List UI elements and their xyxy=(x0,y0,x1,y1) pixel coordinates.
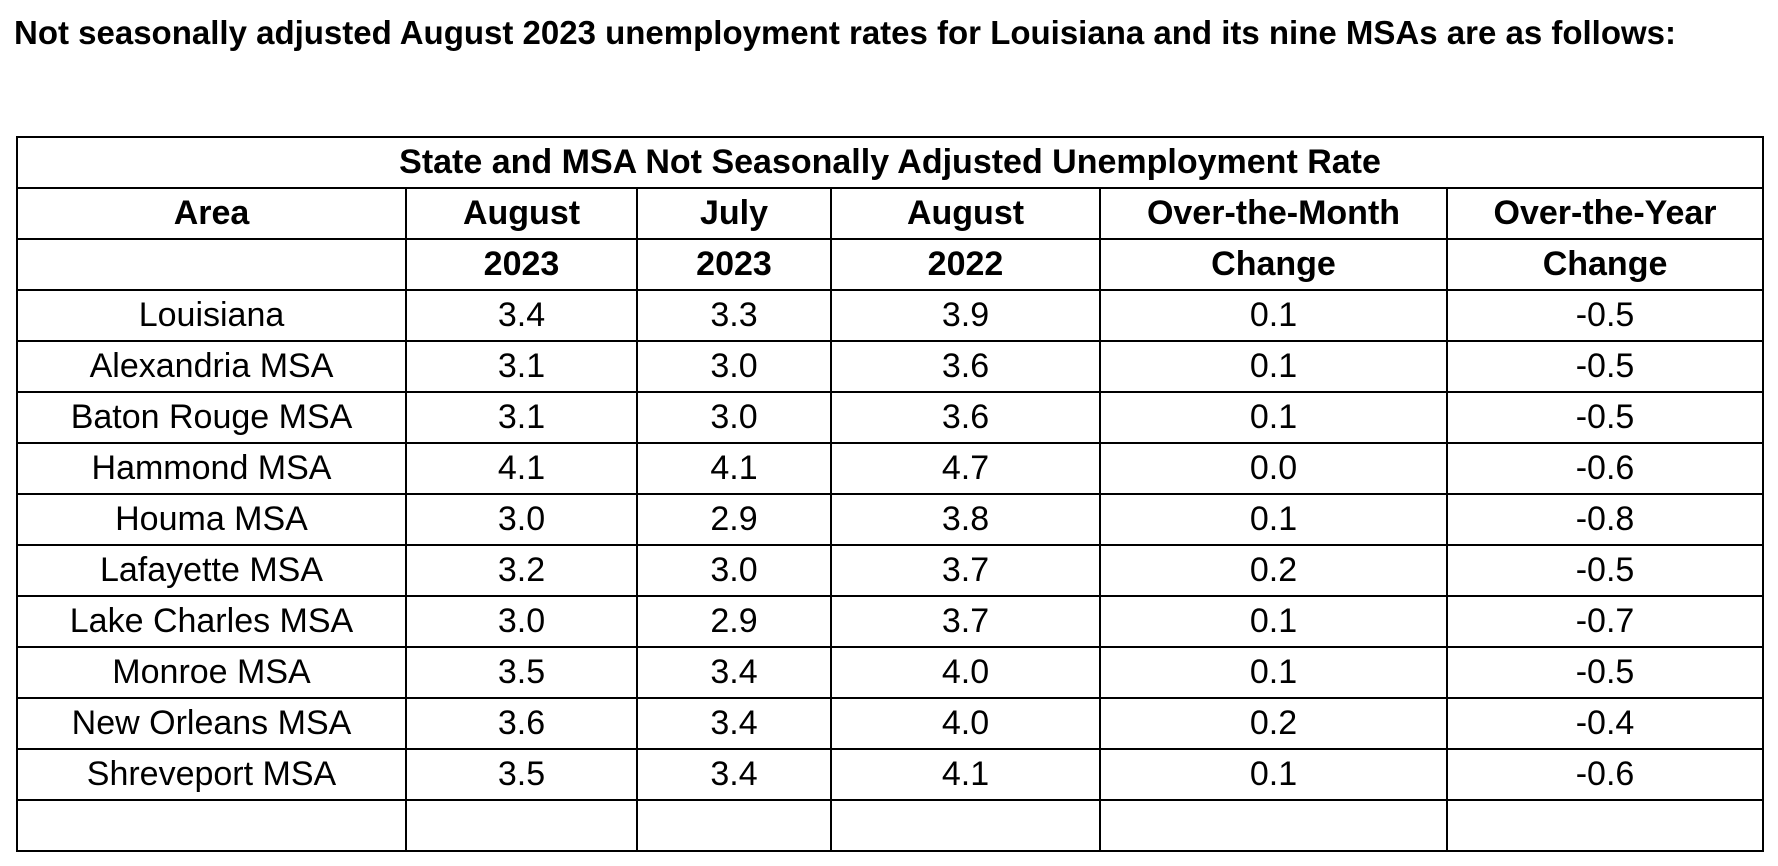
august-2022-cell: 3.7 xyxy=(830,544,1101,597)
over-the-month-cell: 0.2 xyxy=(1099,697,1448,750)
august-2022-cell xyxy=(830,799,1101,852)
august-2022-cell: 3.9 xyxy=(830,289,1101,342)
over-the-year-cell: -0.5 xyxy=(1445,646,1765,699)
over-the-month-cell: 0.1 xyxy=(1099,748,1448,801)
over-the-month-cell xyxy=(1099,799,1448,852)
column-header-august-2023: August xyxy=(405,187,638,240)
intro-paragraph: Not seasonally adjusted August 2023 unem… xyxy=(14,14,1677,51)
august-2023-cell: 3.5 xyxy=(405,646,638,699)
august-2022-cell: 4.7 xyxy=(830,442,1101,495)
over-the-month-cell: 0.1 xyxy=(1099,646,1448,699)
table-body: Louisiana 3.4 3.3 3.9 0.1 -0.5 Alexandria MSA 3… xyxy=(16,289,1765,852)
over-the-month-cell: 0.1 xyxy=(1099,340,1448,393)
table-row: Lake Charles MSA 3.0 2.9 3.7 0.1 -0.7 xyxy=(16,595,1765,648)
over-the-year-cell: -0.5 xyxy=(1445,391,1765,444)
table-row: Louisiana 3.4 3.3 3.9 0.1 -0.5 xyxy=(16,289,1765,342)
august-2022-cell: 3.8 xyxy=(830,493,1101,546)
table-row: Houma MSA 3.0 2.9 3.8 0.1 -0.8 xyxy=(16,493,1765,546)
august-2023-cell: 3.1 xyxy=(405,391,638,444)
july-2023-cell xyxy=(636,799,832,852)
august-2023-cell: 3.5 xyxy=(405,748,638,801)
over-the-year-cell xyxy=(1445,799,1765,852)
july-2023-cell: 4.1 xyxy=(636,442,832,495)
august-2023-cell: 3.6 xyxy=(405,697,638,750)
area-cell xyxy=(16,799,407,852)
over-the-month-cell: 0.1 xyxy=(1099,289,1448,342)
august-2022-cell: 4.0 xyxy=(830,646,1101,699)
july-2023-cell: 3.0 xyxy=(636,544,832,597)
area-cell: Alexandria MSA xyxy=(16,340,407,393)
july-2023-cell: 3.4 xyxy=(636,748,832,801)
august-2023-cell: 3.0 xyxy=(405,493,638,546)
over-the-year-cell: -0.5 xyxy=(1445,340,1765,393)
area-cell: Monroe MSA xyxy=(16,646,407,699)
table-title: State and MSA Not Seasonally Adjusted Un… xyxy=(15,136,1765,189)
august-2022-cell: 3.6 xyxy=(830,391,1101,444)
over-the-month-cell: 0.1 xyxy=(1099,391,1448,444)
august-2022-cell: 4.1 xyxy=(830,748,1101,801)
july-2023-cell: 2.9 xyxy=(636,493,832,546)
table-row: Monroe MSA 3.5 3.4 4.0 0.1 -0.5 xyxy=(16,646,1765,699)
over-the-month-cell: 0.1 xyxy=(1099,595,1448,648)
column-subheader-august-2022: 2022 xyxy=(830,238,1101,291)
table-title-row: State and MSA Not Seasonally Adjusted Un… xyxy=(15,136,1765,189)
table-header-row: Area August July August Over-the-Month O… xyxy=(16,187,1765,240)
table-row: New Orleans MSA 3.6 3.4 4.0 0.2 -0.4 xyxy=(16,697,1765,750)
august-2023-cell: 3.4 xyxy=(405,289,638,342)
area-cell: Hammond MSA xyxy=(16,442,407,495)
over-the-year-cell: -0.6 xyxy=(1445,442,1765,495)
column-header-over-the-month: Over-the-Month xyxy=(1099,187,1448,240)
august-2023-cell: 3.0 xyxy=(405,595,638,648)
column-subheader-area xyxy=(16,238,407,291)
column-subheader-over-the-year: Change xyxy=(1445,238,1765,291)
table-row: Baton Rouge MSA 3.1 3.0 3.6 0.1 -0.5 xyxy=(16,391,1765,444)
area-cell: Shreveport MSA xyxy=(16,748,407,801)
table-header-row: 2023 2023 2022 Change Change xyxy=(16,238,1765,291)
august-2022-cell: 3.7 xyxy=(830,595,1101,648)
table-row: Hammond MSA 4.1 4.1 4.7 0.0 -0.6 xyxy=(16,442,1765,495)
august-2023-cell: 4.1 xyxy=(405,442,638,495)
column-header-area: Area xyxy=(16,187,407,240)
august-2023-cell: 3.1 xyxy=(405,340,638,393)
column-header-july-2023: July xyxy=(636,187,832,240)
column-header-august-2022: August xyxy=(830,187,1101,240)
area-cell: Louisiana xyxy=(16,289,407,342)
column-subheader-over-the-month: Change xyxy=(1099,238,1448,291)
over-the-year-cell: -0.6 xyxy=(1445,748,1765,801)
area-cell: Baton Rouge MSA xyxy=(16,391,407,444)
unemployment-rate-table: State and MSA Not Seasonally Adjusted Un… xyxy=(15,136,1765,852)
over-the-year-cell: -0.8 xyxy=(1445,493,1765,546)
table-row: Lafayette MSA 3.2 3.0 3.7 0.2 -0.5 xyxy=(16,544,1765,597)
over-the-year-cell: -0.5 xyxy=(1445,544,1765,597)
over-the-year-cell: -0.4 xyxy=(1445,697,1765,750)
table-row: Shreveport MSA 3.5 3.4 4.1 0.1 -0.6 xyxy=(16,748,1765,801)
july-2023-cell: 3.0 xyxy=(636,340,832,393)
july-2023-cell: 3.4 xyxy=(636,697,832,750)
over-the-month-cell: 0.1 xyxy=(1099,493,1448,546)
over-the-month-cell: 0.0 xyxy=(1099,442,1448,495)
july-2023-cell: 2.9 xyxy=(636,595,832,648)
area-cell: New Orleans MSA xyxy=(16,697,407,750)
august-2022-cell: 3.6 xyxy=(830,340,1101,393)
august-2022-cell: 4.0 xyxy=(830,697,1101,750)
area-cell: Houma MSA xyxy=(16,493,407,546)
column-header-over-the-year: Over-the-Year xyxy=(1445,187,1765,240)
july-2023-cell: 3.3 xyxy=(636,289,832,342)
column-subheader-july-2023: 2023 xyxy=(636,238,832,291)
august-2023-cell: 3.2 xyxy=(405,544,638,597)
august-2023-cell xyxy=(405,799,638,852)
over-the-year-cell: -0.5 xyxy=(1445,289,1765,342)
july-2023-cell: 3.4 xyxy=(636,646,832,699)
july-2023-cell: 3.0 xyxy=(636,391,832,444)
column-subheader-august-2023: 2023 xyxy=(405,238,638,291)
table-row xyxy=(16,799,1765,852)
area-cell: Lake Charles MSA xyxy=(16,595,407,648)
over-the-year-cell: -0.7 xyxy=(1445,595,1765,648)
table-row: Alexandria MSA 3.1 3.0 3.6 0.1 -0.5 xyxy=(16,340,1765,393)
over-the-month-cell: 0.2 xyxy=(1099,544,1448,597)
area-cell: Lafayette MSA xyxy=(16,544,407,597)
